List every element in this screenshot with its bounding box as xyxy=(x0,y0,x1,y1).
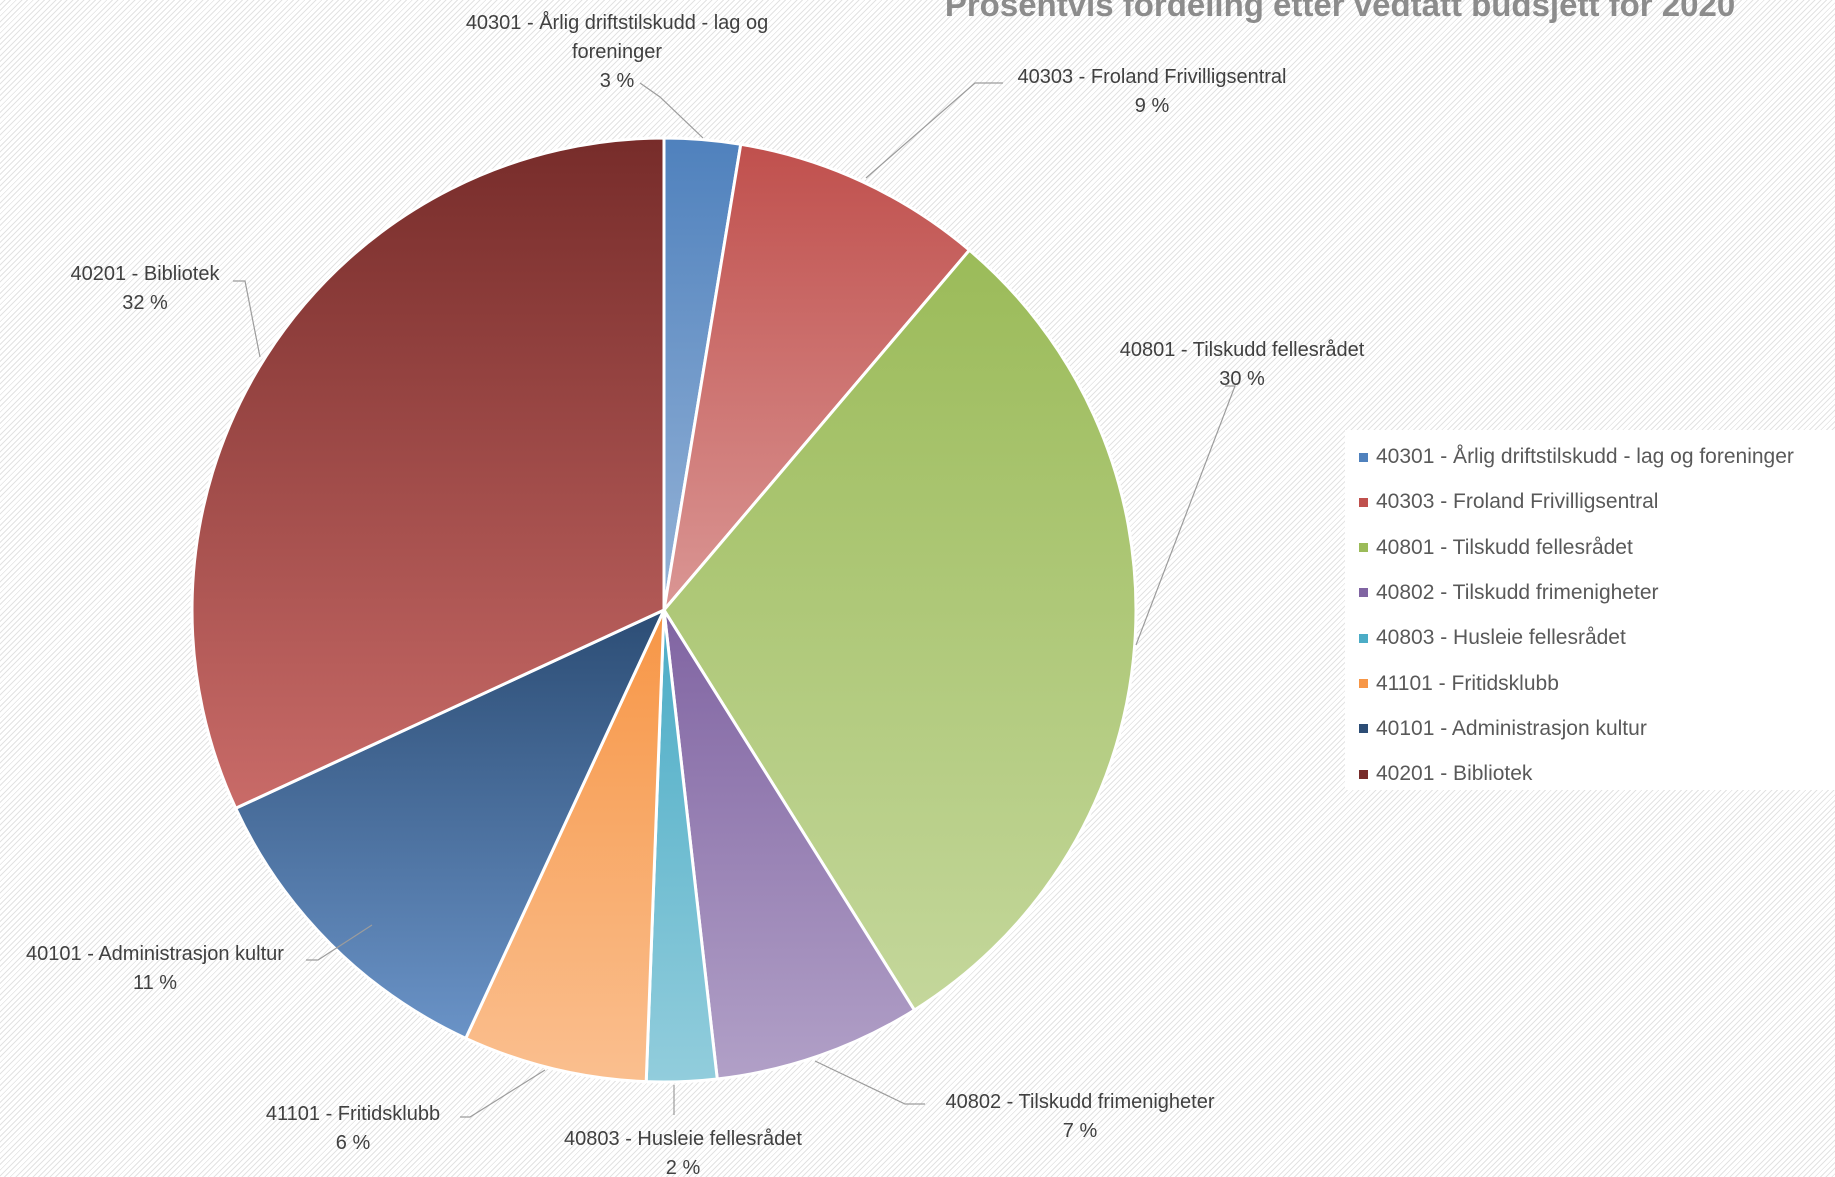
leader-line-40303 xyxy=(865,82,1003,179)
legend: 40301 - Årlig driftstilskudd - lag og fo… xyxy=(1345,430,1835,790)
leader-line-40801 xyxy=(1135,385,1236,646)
legend-swatch xyxy=(1359,769,1368,779)
data-label-value: 32 % xyxy=(122,292,168,314)
data-label-40802: 40802 - Tilskudd frimenigheter 7 % xyxy=(945,1091,1214,1142)
data-label-text: 40303 - Froland Frivilligsentral xyxy=(1017,66,1286,88)
legend-swatch xyxy=(1359,543,1368,553)
legend-swatch xyxy=(1359,588,1368,598)
pie-slice-40802 xyxy=(662,609,917,1081)
data-label-value: 11 % xyxy=(133,972,177,994)
legend-label: 40303 - Froland Frivilligsentral xyxy=(1376,490,1659,514)
legend-label: 40301 - Årlig driftstilskudd - lag og fo… xyxy=(1376,445,1794,468)
legend-item-40801: 40801 - Tilskudd fellesrådet xyxy=(1359,533,1633,563)
data-label-40803: 40803 - Husleie fellesrådet 2 % xyxy=(564,1128,802,1177)
data-label-text: 41101 - Fritidsklubb xyxy=(266,1103,440,1125)
legend-item-40301: 40301 - Årlig driftstilskudd - lag og fo… xyxy=(1359,442,1794,472)
data-label-value: 2 % xyxy=(666,1157,701,1177)
legend-label: 40201 - Bibliotek xyxy=(1376,762,1533,786)
data-label-value: 30 % xyxy=(1219,368,1265,390)
data-label-41101: 41101 - Fritidsklubb 6 % xyxy=(266,1103,440,1154)
legend-item-40303: 40303 - Froland Frivilligsentral xyxy=(1359,487,1658,517)
chart-title: Prosentvis fordeling etter vedtatt budsj… xyxy=(944,0,1736,23)
leader-line-40802 xyxy=(814,1060,925,1105)
data-label-text: 40301 - Årlig driftstilskudd - lag og xyxy=(466,11,768,34)
legend-label: 41101 - Fritidsklubb xyxy=(1376,671,1559,695)
data-label-text: 40803 - Husleie fellesrådet xyxy=(564,1128,802,1150)
data-label-text: 40201 - Bibliotek xyxy=(71,263,221,285)
data-label-value: 3 % xyxy=(600,70,635,92)
data-label-text: 40801 - Tilskudd fellesrådet xyxy=(1120,339,1365,361)
legend-item-40201: 40201 - Bibliotek xyxy=(1359,759,1532,789)
pie-slice-40201 xyxy=(190,136,666,811)
data-label-value: 9 % xyxy=(1135,95,1170,117)
pie-slice-40303 xyxy=(661,142,972,616)
legend-item-41101: 41101 - Fritidsklubb xyxy=(1359,669,1559,699)
pie-slice-40101 xyxy=(233,606,668,1041)
legend-swatch xyxy=(1359,724,1368,734)
legend-label: 40802 - Tilskudd frimenigheter xyxy=(1376,580,1659,604)
data-label-text: 40101 - Administrasjon kultur xyxy=(26,943,284,965)
pie-slices xyxy=(190,136,1138,1084)
data-label-text: 40802 - Tilskudd frimenigheter xyxy=(945,1091,1214,1113)
data-label-value: 7 % xyxy=(1063,1120,1098,1142)
legend-swatch xyxy=(1359,679,1368,688)
data-label-40201: 40201 - Bibliotek 32 % xyxy=(71,263,221,314)
pie-slice-41101 xyxy=(463,609,666,1084)
data-label-40301: 40301 - Årlig driftstilskudd - lag og for… xyxy=(466,11,768,92)
data-label-value: 6 % xyxy=(336,1132,371,1154)
leader-line-41101 xyxy=(460,1069,546,1118)
data-labels: 40301 - Årlig driftstilskudd - lag og for… xyxy=(26,11,1365,1177)
legend-swatch xyxy=(1359,633,1368,643)
legend-item-40802: 40802 - Tilskudd frimenigheter xyxy=(1359,578,1659,608)
legend-swatch xyxy=(1359,452,1368,462)
leader-lines xyxy=(233,82,1236,1118)
data-label-40101: 40101 - Administrasjon kultur 11 % xyxy=(26,943,284,994)
legend-label: 40803 - Husleie fellesrådet xyxy=(1376,626,1626,650)
leader-line-40201 xyxy=(233,280,261,358)
leader-line-40301 xyxy=(639,82,704,139)
legend-swatch xyxy=(1359,497,1368,507)
data-label-text: foreninger xyxy=(572,41,662,63)
legend-label: 40101 - Administrasjon kultur xyxy=(1376,716,1647,740)
legend-label: 40801 - Tilskudd fellesrådet xyxy=(1376,535,1633,559)
leader-line-40101 xyxy=(306,924,373,961)
legend-item-40803: 40803 - Husleie fellesrådet xyxy=(1359,623,1626,653)
legend-item-40101: 40101 - Administrasjon kultur xyxy=(1359,714,1647,744)
data-label-40801: 40801 - Tilskudd fellesrådet 30 % xyxy=(1120,339,1365,390)
pie-slice-40801 xyxy=(662,248,1138,1013)
data-label-40303: 40303 - Froland Frivilligsentral 9 % xyxy=(1017,66,1286,117)
